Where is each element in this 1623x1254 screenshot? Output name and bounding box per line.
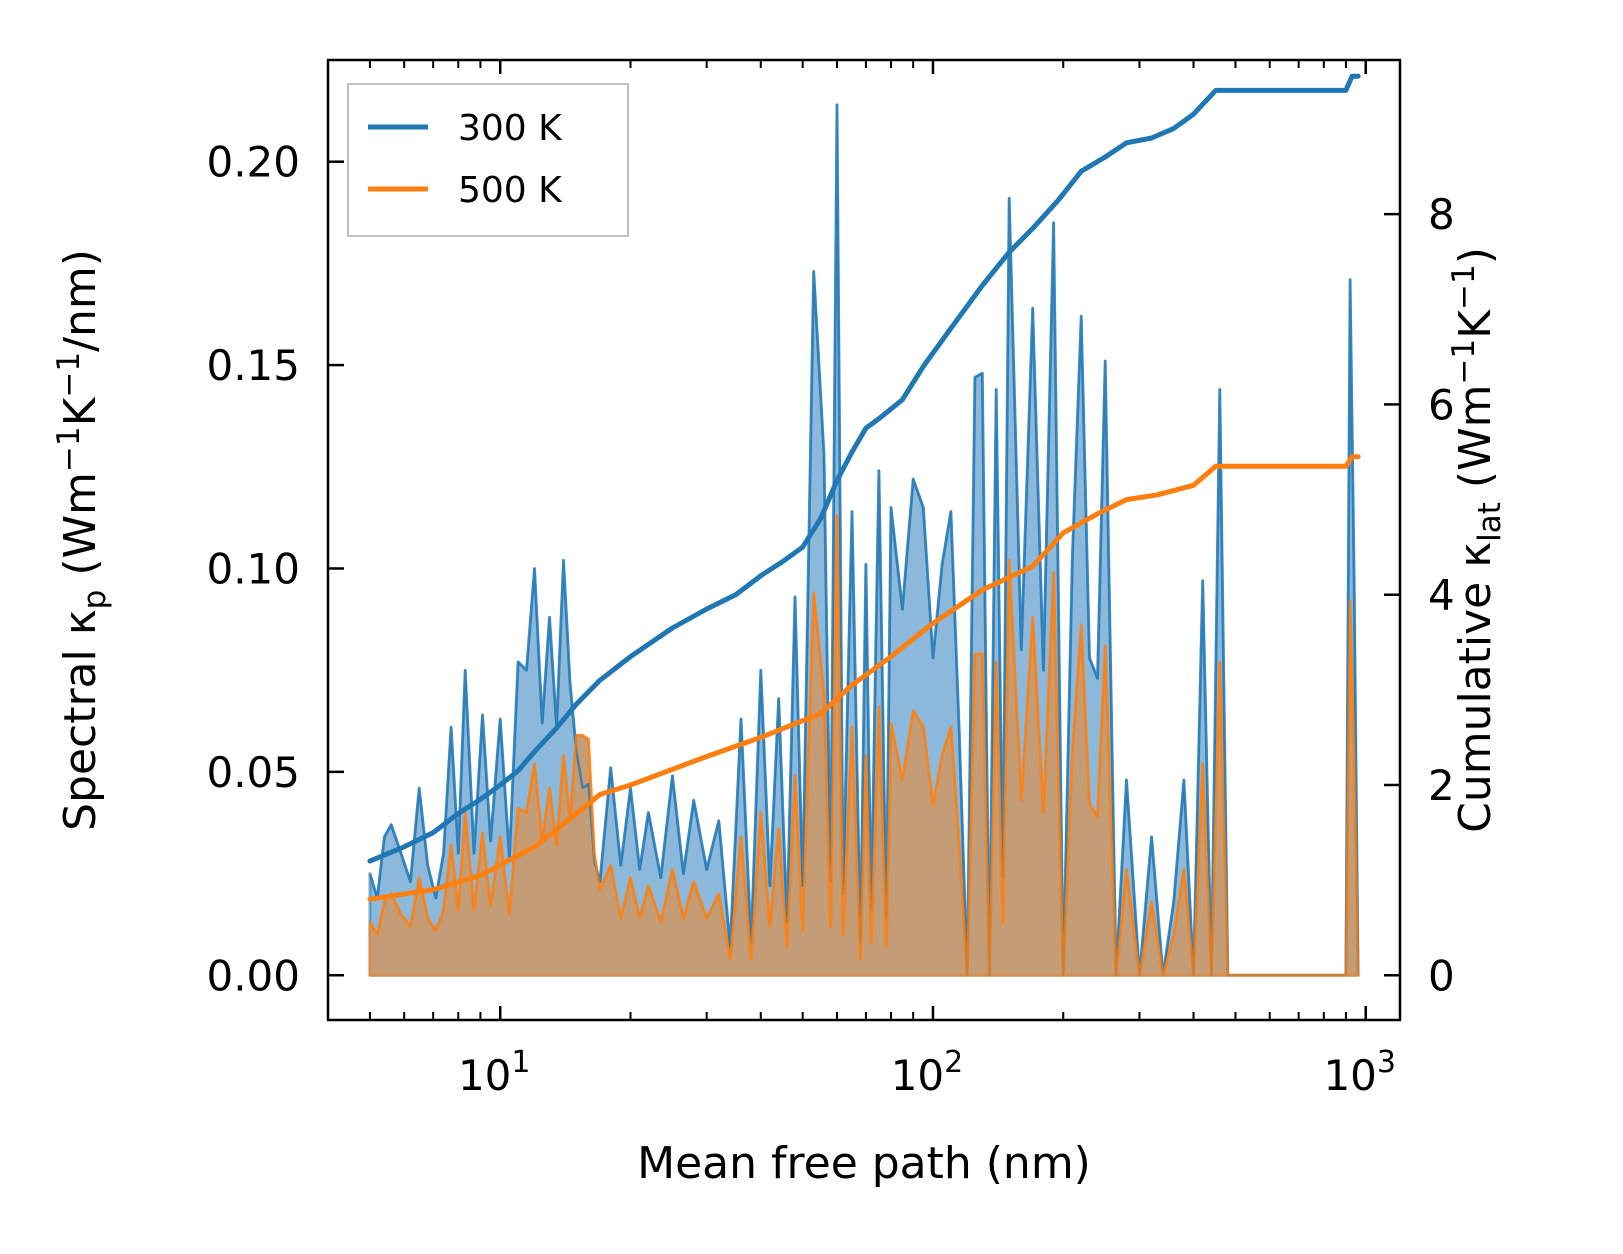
y-right-tick-label: 8 [1428,190,1455,239]
spectral-500k-line [368,514,1360,977]
y-right-tick-label: 6 [1428,380,1455,429]
x-tick-base: 10 [1323,1051,1376,1100]
legend: 300 K 500 K [347,83,629,237]
y-right-axis-label-part: K [1450,309,1501,339]
plot-frame [326,58,1402,1022]
y-left-tick-label: 0.10 [206,544,300,593]
y-left-axis-label-part: −1 [51,352,87,398]
y-right-axis-label-part: Cumulative κ [1450,542,1501,833]
y-right-axis-label-part: ) [1450,247,1501,264]
y-right-axis-label-part: −1 [1446,264,1482,310]
y-left-tick-label: 0.00 [206,951,300,1000]
y-right-axis-label-part: −1 [1446,339,1482,385]
cumulative-300k-line [367,73,1361,864]
y-right-axis-label: Cumulative κlat (Wm−1K−1) [1446,247,1508,833]
y-right-axis-label-part: (Wm [1450,385,1501,503]
axis-ticks [328,60,1400,1020]
y-left-axis-label: Spectral κp (Wm−1K−1/nm) [51,249,113,831]
y-left-axis-label-part: −1 [51,426,87,472]
y-left-axis-label-part: K [55,396,106,426]
x-tick-label: 102 [891,1045,964,1100]
y-left-tick-label: 0.20 [206,138,300,187]
y-left-tick-label: 0.15 [206,341,300,390]
y-left-tick-label: 0.05 [206,748,300,797]
x-tick-label: 103 [1323,1045,1396,1100]
legend-label: 300 K [458,108,563,149]
y-right-tick-label: 0 [1428,951,1455,1000]
y-right-axis-label-part: lat [1472,502,1508,542]
x-tick-label: 101 [458,1045,531,1100]
x-tick-exponent: 3 [1377,1045,1396,1080]
x-tick-exponent: 1 [511,1045,530,1080]
x-tick-base: 10 [891,1051,944,1100]
y-left-axis-label-part: p [77,590,113,610]
x-axis-label: Mean free path (nm) [637,1138,1091,1189]
plot-area [367,73,1361,977]
y-right-tick-label: 4 [1428,571,1455,620]
y-left-axis-label-part: /nm) [55,249,106,352]
y-left-axis-label-part: Spectral κ [55,609,106,831]
cumulative-500k-line [367,454,1361,902]
x-tick-exponent: 2 [944,1045,963,1080]
x-tick-base: 10 [458,1051,511,1100]
y-right-tick-label: 2 [1428,761,1455,810]
y-left-axis-label-part: (Wm [55,472,106,590]
legend-box [347,83,629,237]
legend-label: 500 K [458,170,563,211]
